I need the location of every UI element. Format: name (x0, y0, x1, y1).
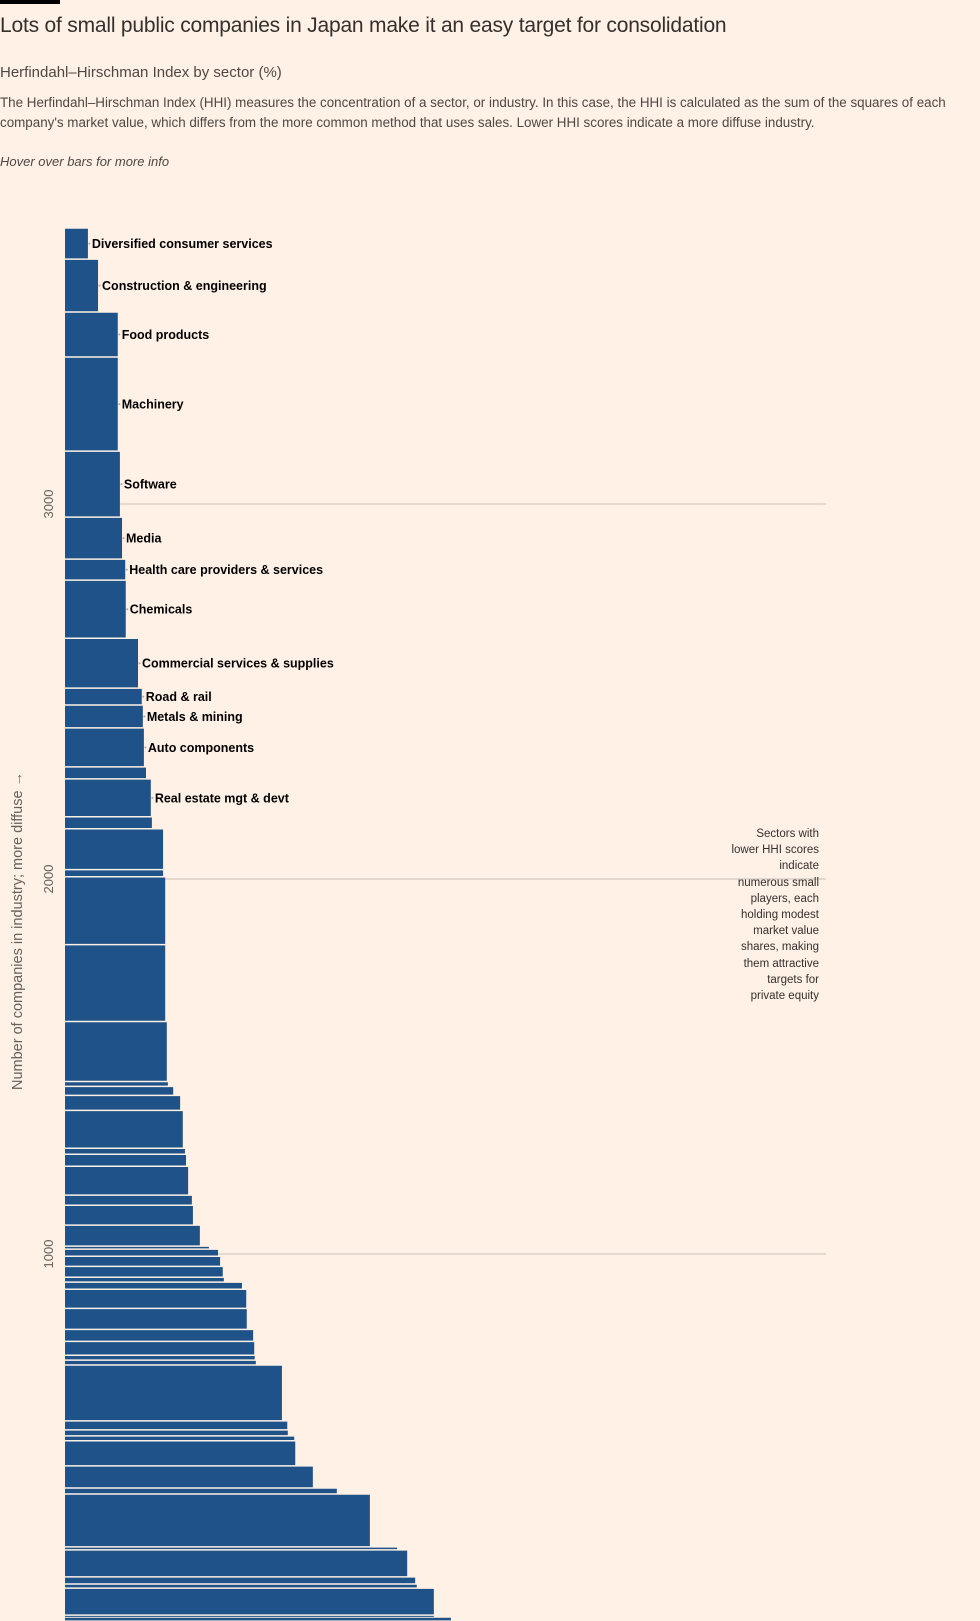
chart-annotation: Sectors with lower HHI scores indicate n… (731, 828, 819, 1003)
sector-bar[interactable] (65, 1356, 255, 1360)
sector-bar[interactable] (65, 945, 166, 1021)
sector-bar[interactable] (65, 1436, 295, 1440)
sector-bar[interactable] (65, 517, 123, 559)
sector-bar[interactable] (65, 1246, 209, 1249)
sector-bar[interactable] (65, 1494, 370, 1547)
brand-bar (0, 0, 60, 4)
sector-bar[interactable] (65, 705, 143, 728)
sector-bar[interactable] (65, 1330, 254, 1341)
sector-bar[interactable] (65, 1022, 167, 1081)
sector-bar[interactable] (65, 829, 164, 869)
sector-bar[interactable] (65, 1365, 282, 1421)
label-connector (125, 568, 128, 571)
sector-bar[interactable] (65, 580, 126, 638)
sector-bar[interactable] (65, 1096, 181, 1110)
sector-bar[interactable] (65, 688, 142, 705)
sector-bar[interactable] (65, 1421, 288, 1430)
sector-bar[interactable] (65, 1488, 337, 1494)
sector-bar[interactable] (65, 1547, 398, 1550)
chart-description: The Herfindahl–Hirschman Index (HHI) mea… (0, 95, 946, 130)
sector-label: Health care providers & services (129, 563, 323, 577)
sector-bar[interactable] (65, 767, 147, 779)
sector-bar[interactable] (65, 451, 120, 517)
sector-bar[interactable] (65, 357, 118, 451)
sector-bar[interactable] (65, 639, 139, 688)
y-tick-label: 1000 (41, 1240, 56, 1269)
sector-bar[interactable] (65, 1225, 200, 1246)
y-tick-label: 3000 (41, 490, 56, 519)
sector-label: Diversified consumer services (92, 237, 273, 251)
chart-subtitle: Herfindahl–Hirschman Index by sector (%) (0, 64, 282, 81)
sector-bar[interactable] (65, 1430, 288, 1436)
sector-label: Commercial services & supplies (142, 657, 334, 671)
sector-bar[interactable] (65, 1441, 296, 1466)
sector-label: Media (126, 532, 162, 546)
sector-label: Metals & mining (147, 710, 243, 724)
sector-label: Real estate mgt & devt (155, 791, 290, 805)
sector-bar[interactable] (65, 877, 166, 944)
label-connector (126, 608, 129, 611)
sector-bar[interactable] (65, 1615, 434, 1617)
sector-bar[interactable] (65, 728, 144, 767)
sector-label: Chemicals (130, 603, 193, 617)
sector-bar[interactable] (65, 817, 152, 829)
bars (65, 228, 451, 1621)
sector-bar[interactable] (65, 1087, 174, 1095)
sector-bar[interactable] (65, 1342, 255, 1355)
sector-bar[interactable] (65, 870, 164, 876)
y-tick-label: 2000 (41, 865, 56, 894)
sector-bar[interactable] (65, 259, 99, 312)
sector-bar[interactable] (65, 1206, 193, 1225)
label-connector (151, 796, 154, 799)
hover-hint: Hover over bars for more info (0, 154, 170, 169)
sector-bar[interactable] (65, 1257, 221, 1266)
sector-label: Construction & engineering (102, 279, 267, 293)
sector-bar[interactable] (65, 1111, 183, 1148)
sector-bar[interactable] (65, 1082, 168, 1086)
sector-bar[interactable] (65, 1309, 247, 1329)
sector-bar[interactable] (65, 1278, 224, 1282)
sector-bar[interactable] (65, 1360, 256, 1365)
label-connector (142, 695, 145, 698)
label-connector (144, 746, 147, 749)
sector-bar[interactable] (65, 312, 118, 357)
y-axis-label: Number of companies in industry; more di… (10, 772, 26, 1090)
bar-labels: Diversified consumer services Constructio… (88, 237, 334, 805)
sector-bar[interactable] (65, 1155, 186, 1166)
sector-bar[interactable] (65, 1466, 313, 1488)
label-connector (122, 537, 125, 540)
sector-label: Road & rail (146, 690, 212, 704)
page-title: Lots of small public companies in Japan … (0, 14, 727, 37)
sector-bar[interactable] (65, 559, 126, 580)
sector-label: Auto components (148, 741, 254, 755)
sector-bar[interactable] (65, 1617, 451, 1621)
sector-bar[interactable] (65, 1588, 434, 1615)
y-axis: Number of companies in industry; more di… (10, 490, 56, 1269)
sector-bar[interactable] (65, 1267, 223, 1277)
sector-bar[interactable] (65, 1195, 192, 1205)
label-connector (98, 284, 101, 287)
label-connector (143, 715, 146, 718)
sector-bar[interactable] (65, 1282, 242, 1289)
label-connector (138, 662, 141, 665)
sector-bar[interactable] (65, 1550, 408, 1577)
label-connector (120, 483, 123, 486)
sector-bar[interactable] (65, 779, 151, 816)
sector-label: Software (124, 478, 177, 492)
label-connector (88, 242, 91, 245)
sector-bar[interactable] (65, 1149, 185, 1154)
sector-bar[interactable] (65, 1577, 416, 1584)
sector-bar[interactable] (65, 1249, 218, 1256)
label-connector (118, 333, 121, 336)
sector-label: Food products (122, 328, 210, 342)
sector-bar[interactable] (65, 228, 88, 259)
label-connector (118, 403, 121, 406)
sector-bar[interactable] (65, 1167, 189, 1195)
sector-bar[interactable] (65, 1290, 247, 1308)
sector-bar[interactable] (65, 1584, 417, 1588)
sector-label: Machinery (122, 398, 184, 412)
